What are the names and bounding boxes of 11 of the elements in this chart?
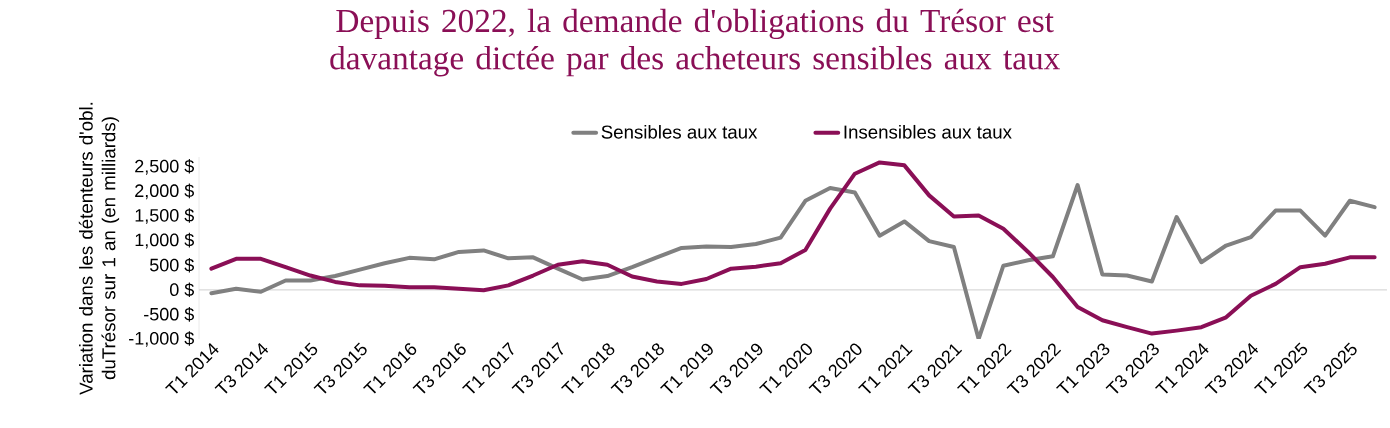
chart-title: Depuis 2022, la demande d'obligations du Trésor est davantage dictée par des acheteurs sensibles aux taux: [330, 8, 1060, 77]
y-tick-label: 500 $: [149, 257, 194, 273]
y-axis-title: Variation dans les détenteurs d'obl. duTrésor sur 1 an (en milliards): [78, 102, 120, 395]
y-tick-label: -500 $: [144, 307, 194, 322]
legend-label: Sensibles aux taux: [601, 124, 758, 139]
y-tick-label: 1,000 $: [135, 232, 194, 249]
y-tick-label: 1,500 $: [135, 208, 194, 224]
y-tick-label: 0 $: [169, 282, 194, 298]
y-tick-label: 2,500 $: [135, 159, 194, 175]
legend-label: Insensibles aux taux: [844, 124, 1012, 139]
y-tick-label: 2,000 $: [135, 183, 194, 200]
